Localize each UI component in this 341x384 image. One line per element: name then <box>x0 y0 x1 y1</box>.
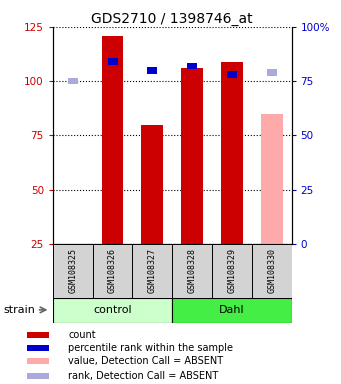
Bar <box>27 345 49 351</box>
Text: GSM108325: GSM108325 <box>68 248 77 293</box>
Bar <box>172 298 292 323</box>
Text: GSM108330: GSM108330 <box>267 248 276 293</box>
Bar <box>147 67 157 73</box>
Bar <box>181 68 203 244</box>
Bar <box>93 244 132 298</box>
Bar <box>102 36 123 244</box>
Text: strain: strain <box>3 305 35 315</box>
Bar <box>142 124 163 244</box>
Bar <box>267 69 277 76</box>
Bar <box>261 114 283 244</box>
Bar <box>221 61 243 244</box>
Bar <box>53 298 172 323</box>
Text: count: count <box>68 330 96 340</box>
Text: Dahl: Dahl <box>219 305 245 315</box>
Bar <box>53 244 93 298</box>
Bar <box>187 63 197 69</box>
Bar <box>68 78 78 84</box>
Bar <box>172 244 212 298</box>
Bar <box>252 244 292 298</box>
Bar <box>27 358 49 364</box>
Bar <box>107 58 118 65</box>
Bar <box>27 332 49 338</box>
Bar <box>27 373 49 379</box>
Text: control: control <box>93 305 132 315</box>
Text: GSM108327: GSM108327 <box>148 248 157 293</box>
Text: GSM108328: GSM108328 <box>188 248 197 293</box>
Bar <box>227 71 237 78</box>
Text: value, Detection Call = ABSENT: value, Detection Call = ABSENT <box>68 356 223 366</box>
Bar <box>62 244 84 261</box>
Text: GSM108326: GSM108326 <box>108 248 117 293</box>
Title: GDS2710 / 1398746_at: GDS2710 / 1398746_at <box>91 12 253 26</box>
Text: GSM108329: GSM108329 <box>227 248 236 293</box>
Bar <box>212 244 252 298</box>
Bar <box>132 244 172 298</box>
Text: rank, Detection Call = ABSENT: rank, Detection Call = ABSENT <box>68 371 219 381</box>
Text: percentile rank within the sample: percentile rank within the sample <box>68 343 233 353</box>
